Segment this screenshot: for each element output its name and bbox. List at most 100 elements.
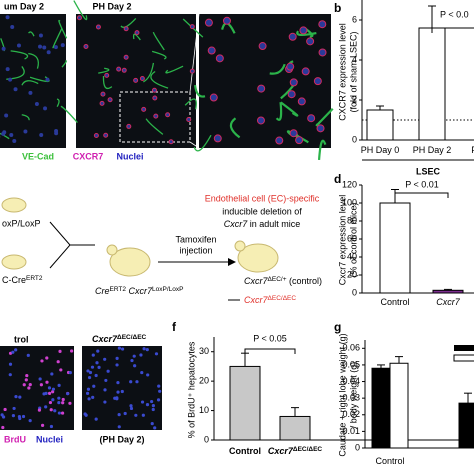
nucleus [139, 353, 143, 357]
nucleus [103, 388, 107, 392]
y-axis-label: Caudate + right lobe weight (g) [337, 333, 347, 456]
x-tick-label: Cxcr7 [436, 297, 460, 307]
nucleus [286, 62, 295, 71]
y-tick-label: 10 [199, 405, 209, 415]
vessel [61, 60, 67, 68]
nucleus [86, 387, 91, 391]
nucleus [70, 349, 74, 353]
genotype: Cxcr7ΔEC/+ (control) [244, 276, 322, 287]
nucleus [48, 400, 53, 405]
y-tick-label: 0.05 [342, 359, 360, 369]
y-tick-label: 0 [204, 434, 209, 444]
nucleus [140, 400, 145, 404]
schematic [1, 197, 279, 301]
panel-letter: d [334, 172, 341, 186]
nucleus [68, 401, 72, 405]
superscript: ΔEC/ΔEC [293, 446, 323, 453]
nucleus [165, 112, 171, 118]
x-tick-label: F [471, 145, 474, 155]
genotype: Cxcr7ΔEC/ΔEC [244, 295, 296, 306]
nucleus [154, 352, 159, 356]
nucleus [12, 406, 16, 411]
nucleus [14, 395, 18, 399]
vessel [0, 132, 10, 140]
nucleus [151, 403, 155, 408]
nucleus [99, 100, 105, 106]
nucleus [120, 347, 125, 351]
significance-bracket [244, 348, 296, 354]
nucleus [50, 372, 54, 376]
superscript: ΔEC/ΔEC [117, 334, 147, 341]
nucleus [289, 129, 298, 138]
category: F [471, 145, 474, 155]
nucleus [26, 353, 30, 357]
gene: Cre [95, 286, 110, 296]
nucleus [16, 43, 21, 48]
nucleus [45, 380, 49, 384]
nucleus [103, 400, 107, 404]
vessel [152, 31, 165, 51]
nucleus [5, 15, 10, 20]
nucleus [25, 373, 29, 378]
y-tick-label: 40 [347, 251, 357, 261]
nucleus [129, 404, 133, 408]
y-tick-label: 0 [355, 442, 360, 452]
x-tick-label: PH Day 0 [361, 145, 400, 155]
vessel [21, 80, 39, 86]
nucleus [106, 369, 110, 373]
nucleus [40, 423, 45, 427]
y-tick-label: 80 [347, 215, 357, 225]
p-value: P < 0.01 [405, 179, 439, 189]
bar [229, 365, 261, 441]
nucleus [1, 425, 5, 430]
nucleus [83, 412, 87, 416]
nucleus [53, 409, 57, 413]
vessel [28, 52, 40, 69]
vessel [73, 0, 88, 21]
vessel [280, 101, 299, 117]
nucleus [104, 72, 110, 78]
nucleus [57, 383, 61, 387]
vessel [151, 50, 167, 60]
y-tick-label: 4 [352, 54, 357, 64]
nucleus [2, 130, 7, 135]
nucleus [83, 43, 89, 49]
nucleus [132, 354, 136, 358]
cross-lines [49, 221, 95, 269]
nucleus [3, 407, 7, 412]
nucleus [56, 360, 60, 364]
genotype: oxP/LoxP [2, 218, 41, 228]
nucleus [60, 43, 65, 48]
p-value: P < 0.0 [440, 9, 469, 19]
nucleus [37, 408, 42, 412]
nucleus [28, 90, 33, 95]
nucleus [45, 77, 50, 82]
bar [366, 109, 394, 141]
nucleus [61, 401, 65, 405]
micrograph [199, 14, 331, 148]
nucleus [51, 387, 56, 391]
panel-letter: b [334, 1, 341, 15]
nucleus [76, 15, 82, 21]
category: Control [375, 456, 404, 466]
nucleus [54, 131, 59, 136]
nucleus [100, 91, 106, 97]
nucleus [47, 386, 52, 390]
nucleus [306, 37, 315, 46]
category: Control [229, 446, 261, 456]
nucleus [133, 77, 139, 83]
nucleus [116, 390, 120, 394]
nucleus [295, 136, 304, 145]
nucleus [288, 32, 297, 41]
y-axis-label: CXCR7 expression level [337, 23, 347, 121]
nucleus [18, 416, 22, 421]
nucleus [57, 401, 61, 405]
x-tick-label: Cxcr7ΔEC/ΔEC [268, 446, 323, 457]
nucleus [38, 33, 43, 38]
nucleus [66, 392, 70, 396]
nucleus [142, 347, 146, 351]
nucleus [152, 95, 158, 101]
bar [458, 402, 474, 449]
panel-letter: f [172, 320, 177, 334]
bar [432, 289, 464, 294]
